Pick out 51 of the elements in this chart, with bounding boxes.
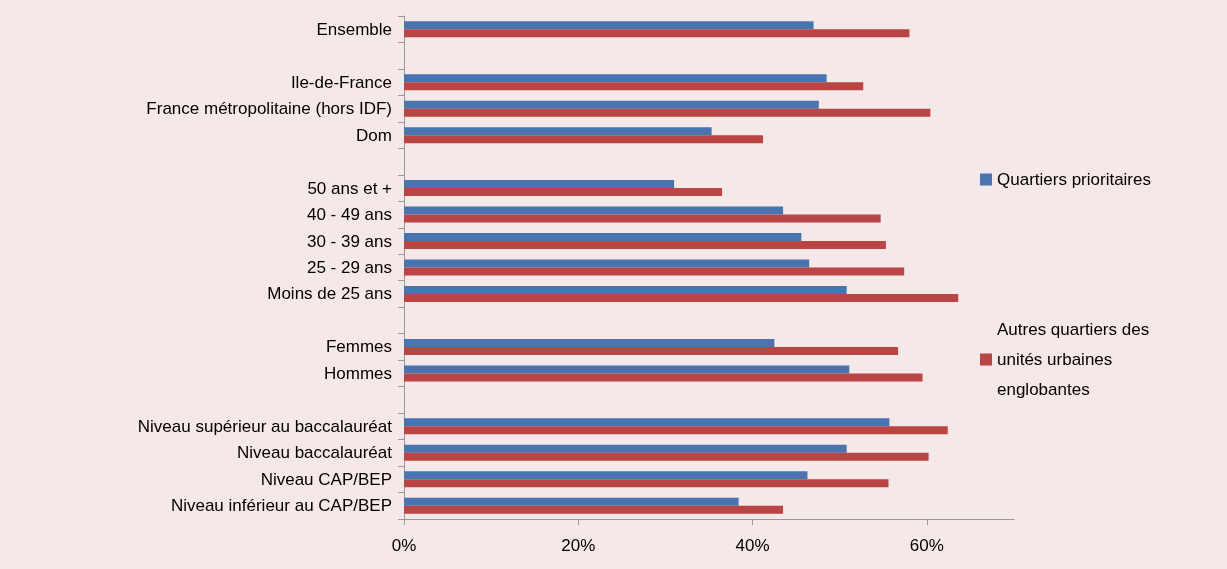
bar xyxy=(404,346,899,355)
bar xyxy=(404,127,712,136)
bar xyxy=(404,233,802,242)
bar xyxy=(404,497,739,506)
bar xyxy=(404,293,959,302)
bar xyxy=(404,21,814,30)
bar xyxy=(404,74,827,83)
bar xyxy=(404,100,819,109)
legend-label: Autres quartiers des unités urbaines englobantes xyxy=(997,320,1154,399)
bar xyxy=(404,471,808,480)
bar xyxy=(404,479,889,488)
x-tick-label: 20% xyxy=(561,536,596,555)
x-tick-label: 60% xyxy=(909,536,944,555)
bar xyxy=(404,241,886,250)
bar xyxy=(404,135,764,144)
y-tick-label: Moins de 25 ans xyxy=(267,284,392,304)
y-tick-label: Ensemble xyxy=(316,19,392,39)
bar xyxy=(404,338,775,347)
bar xyxy=(404,206,784,215)
y-tick-label: Dom xyxy=(356,125,392,145)
y-tick-label: 25 - 29 ans xyxy=(306,258,392,277)
bar xyxy=(404,180,675,189)
y-tick-label: Ile-de-France xyxy=(290,72,392,92)
y-tick-label: 50 ans et + xyxy=(307,178,393,198)
bar xyxy=(404,373,923,382)
bar xyxy=(404,365,850,374)
y-tick-label: Niveau baccalauréat xyxy=(237,443,393,463)
bar xyxy=(404,259,810,268)
bar xyxy=(404,214,881,223)
y-tick-label: Hommes xyxy=(323,363,392,383)
bar xyxy=(404,444,847,453)
x-tick-label: 0% xyxy=(391,536,417,555)
bar xyxy=(404,452,929,461)
y-tick-label: Niveau supérieur au baccalauréat xyxy=(137,416,393,436)
y-tick-label: Niveau inférieur au CAP/BEP xyxy=(170,496,392,516)
bar xyxy=(404,82,864,91)
bar xyxy=(404,418,890,427)
legend-label: Quartiers prioritaires xyxy=(997,170,1151,189)
y-tick-label: 40 - 49 ans xyxy=(306,205,392,225)
y-tick-label: Femmes xyxy=(325,337,392,357)
y-tick-label: France métropolitaine (hors IDF) xyxy=(146,99,392,119)
bar xyxy=(404,267,905,276)
bar xyxy=(404,108,931,117)
y-tick-label: 30 - 39 ans xyxy=(306,231,392,251)
x-tick-label: 40% xyxy=(735,536,770,555)
bar xyxy=(404,426,948,435)
bar xyxy=(404,505,784,514)
y-tick-label: Niveau CAP/BEP xyxy=(260,469,392,489)
bar xyxy=(404,188,723,197)
bar xyxy=(404,29,910,38)
bar xyxy=(404,285,847,294)
